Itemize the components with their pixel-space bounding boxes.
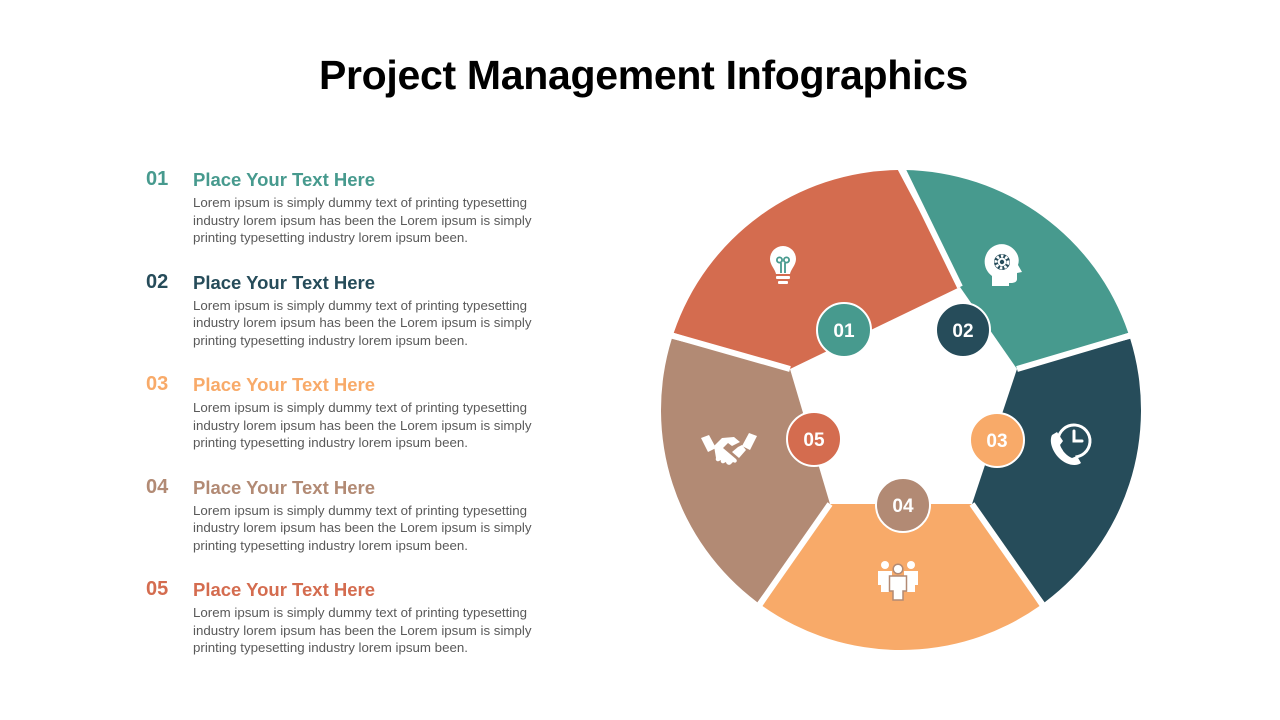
badge-number: 01 (833, 321, 855, 342)
step-number: 05 (146, 578, 169, 600)
cycle-diagram: 01 02 03 04 05 (660, 164, 1142, 650)
step-number: 01 (146, 168, 169, 190)
step-item-05: 05 Place Your Text Here Lorem ipsum is s… (146, 576, 586, 679)
segment-divider (969, 502, 1047, 610)
head-gear-icon (984, 244, 1022, 286)
badge-number: 05 (803, 430, 825, 451)
lightbulb-icon (770, 246, 796, 284)
step-list: 01 Place Your Text Here Lorem ipsum is s… (146, 166, 586, 679)
badge-number: 03 (986, 431, 1007, 452)
step-number: 03 (146, 373, 169, 395)
segment-divider (1016, 331, 1134, 372)
badge-circle (875, 477, 931, 533)
segment-divider (668, 331, 791, 372)
step-description: Lorem ipsum is simply dummy text of prin… (193, 195, 532, 246)
step-heading: Place Your Text Here (193, 579, 376, 600)
team-icon (878, 561, 918, 601)
badge-04: 04 (875, 477, 931, 533)
page-title: Project Management Infographics (318, 52, 969, 98)
step-heading: Place Your Text Here (193, 271, 376, 293)
step-description: Lorem ipsum is simply dummy text of prin… (193, 502, 532, 553)
step-item-04: 04 Place Your Text Here Lorem ipsum is s… (146, 474, 586, 577)
segment-divider (755, 502, 833, 610)
phone-clock-icon (1050, 423, 1092, 466)
badge-circle (935, 302, 991, 358)
badge-circle (969, 412, 1025, 468)
step-number: 04 (146, 475, 169, 498)
step-item-01: 01 Place Your Text Here Lorem ipsum is s… (146, 166, 586, 269)
step-heading: Place Your Text Here (193, 169, 376, 190)
step-heading: Place Your Text Here (193, 476, 376, 498)
badge-number: 02 (952, 321, 973, 342)
badge-05: 05 (786, 411, 842, 467)
badge-02: 02 (935, 302, 991, 358)
handshake-icon (701, 433, 757, 465)
step-number: 02 (146, 270, 169, 293)
step-description: Lorem ipsum is simply dummy text of prin… (193, 605, 532, 656)
badge-circle (816, 302, 872, 358)
step-item-03: 03 Place Your Text Here Lorem ipsum is s… (146, 371, 586, 474)
badge-number: 04 (892, 496, 914, 517)
badge-01: 01 (816, 302, 872, 358)
step-heading: Place Your Text Here (193, 374, 376, 395)
step-item-02: 02 Place Your Text Here Lorem ipsum is s… (146, 269, 586, 372)
badge-circle (786, 411, 842, 467)
step-description: Lorem ipsum is simply dummy text of prin… (193, 297, 532, 348)
segment-divider (898, 164, 963, 289)
badge-03: 03 (969, 412, 1025, 468)
step-description: Lorem ipsum is simply dummy text of prin… (193, 400, 532, 451)
